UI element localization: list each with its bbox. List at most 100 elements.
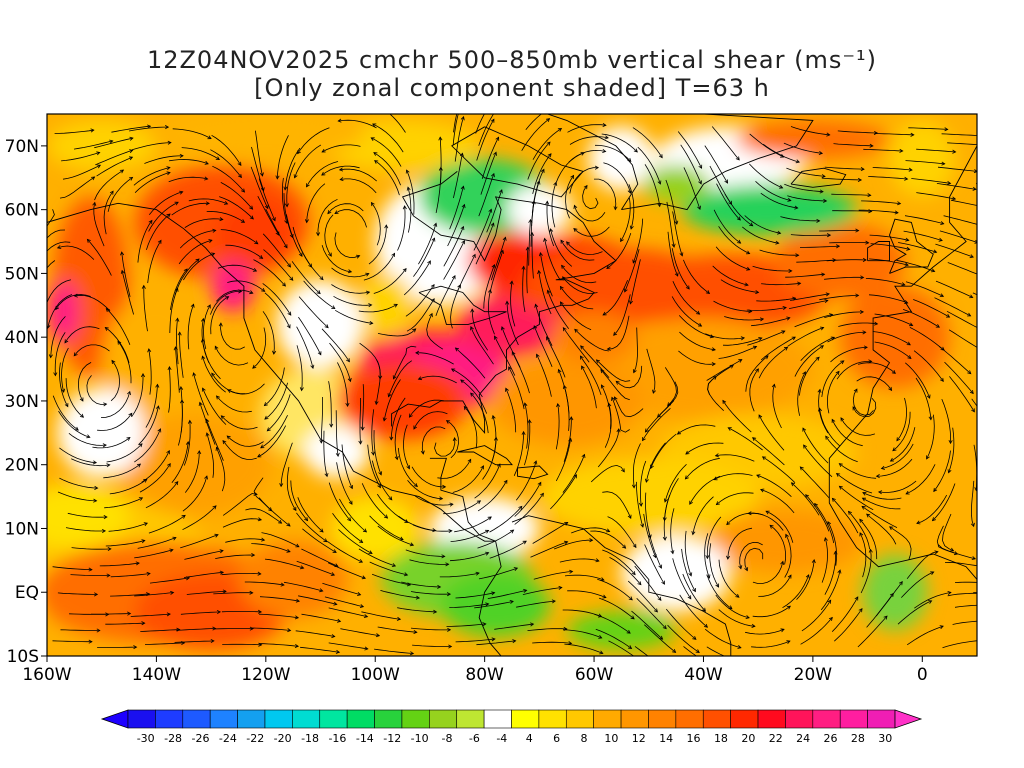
streamline-arrow (835, 370, 840, 375)
streamline-arrow (1005, 461, 1008, 465)
streamline-arrow (36, 253, 39, 257)
streamline-arrow (409, 651, 415, 656)
streamline-arrow (583, 184, 588, 190)
streamline (97, 646, 137, 648)
streamline (290, 480, 308, 521)
streamline (679, 331, 716, 351)
streamline-arrow (205, 432, 210, 437)
streamline (446, 420, 459, 459)
colorbar-swatch (182, 709, 211, 729)
streamline (65, 527, 106, 532)
streamline-arrow (978, 639, 981, 642)
streamline (683, 646, 698, 656)
streamline (765, 510, 794, 543)
streamline-arrow (944, 127, 949, 132)
streamline (560, 286, 594, 310)
streamline (103, 463, 141, 479)
streamline (291, 261, 321, 294)
streamline (758, 414, 785, 451)
streamline (146, 213, 171, 251)
colorbar-label: -4 (496, 732, 507, 745)
streamline-arrow (835, 473, 841, 477)
colorbar-label: 14 (659, 732, 673, 745)
streamline (452, 465, 484, 493)
streamline-arrow (662, 517, 667, 522)
streamline (322, 582, 361, 596)
streamline (264, 382, 288, 420)
streamline-arrow (128, 156, 134, 161)
streamline-arrow (427, 260, 431, 265)
streamline (339, 168, 377, 182)
streamline-arrow (172, 536, 177, 541)
streamline-arrow (859, 518, 864, 523)
streamline (987, 126, 1024, 127)
streamline (869, 234, 909, 241)
streamline (716, 183, 741, 221)
streamline-arrow (687, 595, 692, 600)
streamline-arrow (128, 412, 133, 417)
streamline (954, 604, 977, 608)
streamline (406, 298, 435, 332)
streamline-arrow (1015, 259, 1018, 262)
streamline-arrow (538, 251, 543, 257)
streamline-arrow (831, 497, 836, 502)
streamline-arrow (811, 558, 816, 564)
streamline (449, 186, 464, 230)
streamline (144, 155, 184, 164)
streamline-arrow (744, 282, 749, 287)
streamline-arrow (1017, 287, 1020, 290)
streamline (286, 162, 296, 207)
streamline-arrow (904, 262, 909, 267)
streamline-arrow (371, 451, 376, 456)
streamline-arrow (939, 625, 944, 630)
streamline-arrow (714, 453, 720, 458)
streamline (679, 594, 708, 628)
streamline (613, 294, 631, 336)
streamline (949, 376, 975, 413)
streamline-arrow (657, 413, 662, 418)
streamline (706, 516, 722, 559)
streamline (801, 599, 832, 632)
streamline-arrow (394, 455, 399, 461)
shade-blob (889, 120, 956, 197)
streamline (203, 304, 211, 350)
streamline (944, 361, 974, 394)
coastline (511, 515, 732, 656)
streamline (830, 346, 868, 363)
streamline-arrow (795, 159, 800, 164)
streamline-arrow (606, 346, 611, 351)
streamline-arrow (880, 465, 886, 470)
streamline (716, 492, 754, 505)
streamline-arrow (521, 265, 526, 270)
streamline-arrow (692, 635, 697, 640)
streamline-arrow (278, 519, 283, 524)
streamline-arrow (409, 542, 415, 547)
streamline (874, 313, 913, 326)
streamline-arrow (940, 221, 945, 225)
streamline (987, 426, 1008, 465)
streamline-arrow (991, 505, 994, 509)
streamline (758, 346, 788, 379)
streamline-arrow (266, 427, 271, 432)
streamline (361, 483, 388, 519)
streamline (709, 543, 719, 588)
streamline (986, 315, 1024, 327)
streamline (876, 458, 913, 477)
streamline (334, 232, 360, 258)
streamline-arrow (825, 292, 830, 297)
streamline-arrow (974, 487, 977, 492)
streamline-arrow (823, 198, 828, 203)
streamline-arrow (534, 303, 539, 308)
streamline-arrow (509, 599, 514, 604)
streamline-arrow (358, 559, 364, 563)
streamline (601, 384, 612, 429)
streamline-arrow (820, 326, 825, 331)
streamline-arrow (562, 276, 567, 281)
streamline-arrow (491, 591, 496, 596)
colorbar-label: 26 (824, 732, 838, 745)
streamline (473, 209, 492, 251)
streamline (727, 527, 753, 560)
streamline-arrow (413, 483, 418, 488)
streamline (439, 137, 442, 184)
streamline (760, 336, 796, 361)
